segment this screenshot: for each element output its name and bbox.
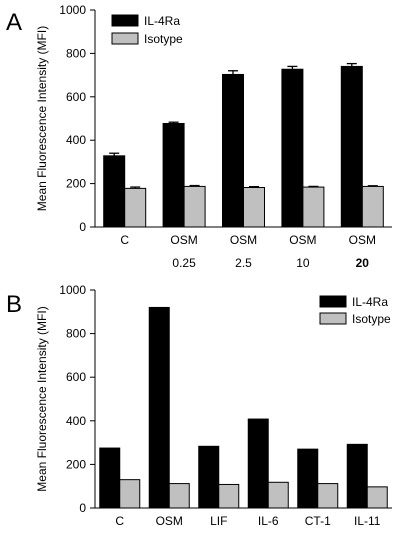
x-tick-label: OSM xyxy=(230,233,257,247)
bar-il4ra xyxy=(340,65,363,228)
legend-swatch-il4ra xyxy=(111,14,139,27)
x-tick-label: IL-6 xyxy=(258,514,279,528)
bar-il4ra xyxy=(281,68,304,228)
legend-label-il4ra: IL-4Ra xyxy=(352,295,388,309)
bar-isotype xyxy=(317,483,339,509)
bar-isotype xyxy=(267,481,289,509)
bar-il4ra xyxy=(222,73,244,228)
x-tick-label-sub: 20 xyxy=(356,256,370,270)
bar-il4ra xyxy=(346,443,368,509)
legend-label-il4ra: IL-4Ra xyxy=(144,14,180,28)
legend-swatch-isotype xyxy=(111,32,139,45)
y-tick-label: 600 xyxy=(66,90,86,104)
bar-isotype xyxy=(168,483,190,509)
y-tick-label: 200 xyxy=(66,177,86,191)
bar-isotype xyxy=(183,185,206,228)
x-tick-label: C xyxy=(120,233,129,247)
bar-isotype xyxy=(366,486,388,509)
panel-letter: A xyxy=(6,9,22,36)
y-tick-label: 600 xyxy=(66,370,86,384)
y-tick-label: 400 xyxy=(66,133,86,147)
bar-isotype xyxy=(243,187,265,228)
legend-label-isotype: Isotype xyxy=(352,312,391,326)
bar-isotype xyxy=(302,186,325,228)
x-tick-label-sub: 10 xyxy=(296,256,310,270)
legend-label-isotype: Isotype xyxy=(144,32,183,46)
x-tick-label: OSM xyxy=(289,233,316,247)
y-axis-label: Mean Fluorescence Intensity (MFI) xyxy=(35,26,49,211)
bar-il4ra xyxy=(148,306,170,509)
x-tick-label: C xyxy=(115,514,124,528)
bar-il4ra xyxy=(99,447,121,509)
y-tick-label: 0 xyxy=(79,220,86,234)
y-tick-label: 1000 xyxy=(59,3,86,17)
legend-swatch-il4ra xyxy=(319,295,347,308)
x-tick-label: CT-1 xyxy=(305,514,331,528)
x-tick-label: LIF xyxy=(210,514,227,528)
bar-il4ra xyxy=(297,448,319,509)
y-tick-label: 800 xyxy=(66,327,86,341)
bar-isotype xyxy=(218,483,240,509)
bar-isotype xyxy=(119,479,141,509)
bar-il4ra xyxy=(103,155,126,228)
bar-il4ra xyxy=(247,418,269,509)
bar-isotype xyxy=(124,187,147,228)
y-tick-label: 200 xyxy=(66,457,86,471)
y-tick-label: 800 xyxy=(66,46,86,60)
y-tick-label: 400 xyxy=(66,414,86,428)
bar-isotype xyxy=(361,185,384,228)
y-axis-label: Mean Fluorescence Intensity (MFI) xyxy=(35,306,49,491)
bar-il4ra xyxy=(198,445,220,509)
x-tick-label: IL-11 xyxy=(354,514,381,528)
legend-swatch-isotype xyxy=(319,312,347,325)
panel-letter: B xyxy=(6,291,22,318)
y-tick-label: 1000 xyxy=(59,283,86,297)
x-tick-label-sub: 2.5 xyxy=(235,256,252,270)
bar-il4ra xyxy=(162,122,185,228)
x-tick-label: OSM xyxy=(156,514,183,528)
x-tick-label: OSM xyxy=(170,233,197,247)
y-tick-label: 0 xyxy=(79,501,86,515)
x-tick-label-sub: 0.25 xyxy=(172,256,196,270)
x-tick-label: OSM xyxy=(349,233,376,247)
